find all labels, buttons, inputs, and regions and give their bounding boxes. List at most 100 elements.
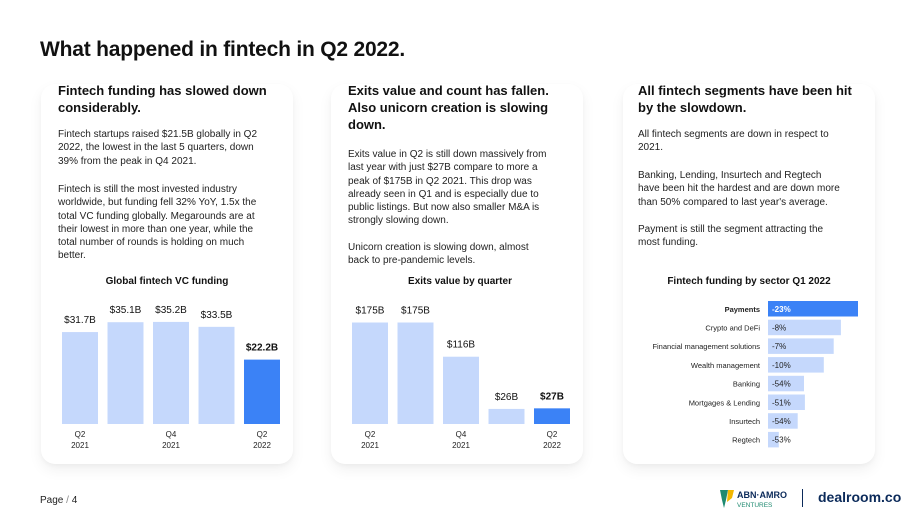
data-label: -10%	[772, 361, 791, 370]
text-line: total VC funding globally. Megarounds ar…	[58, 210, 255, 222]
data-label: $116B	[447, 340, 476, 351]
bar	[62, 332, 98, 424]
text-line: peak of $175B in Q2 2021. This drop was	[348, 175, 532, 187]
paragraph-segments-3: Payment is still the segment attracting …	[638, 223, 823, 250]
abn-ventures-text: VENTURES	[737, 502, 773, 509]
paragraph-funding-1: Fintech startups raised $21.5B globally …	[58, 128, 257, 168]
text-line: most funding.	[638, 237, 699, 249]
data-label: -8%	[772, 323, 786, 332]
text-line: Exits value in Q2 is still down massivel…	[348, 149, 547, 160]
data-label: -23%	[772, 305, 791, 314]
text-line: total number of rounds is holding on muc…	[58, 237, 245, 249]
text-line: back to pre-pandemic levels.	[348, 255, 476, 267]
tick-label: 2021	[452, 441, 470, 450]
paragraph-segments-1: All fintech segments are down in respect…	[638, 128, 829, 155]
tick-label: 2021	[361, 441, 379, 450]
tick-label: 2021	[71, 441, 89, 450]
text-line: 39% from the peak in Q4 2021.	[58, 155, 197, 167]
abn-amro-ventures-logo: ABN·AMRO VENTURES	[720, 490, 787, 509]
column-title-funding: Fintech funding has slowed down considera…	[58, 82, 267, 116]
bar	[107, 322, 144, 424]
page-title: What happened in fintech in Q2 2022.	[40, 38, 406, 61]
page-separator: /	[63, 495, 72, 506]
tick-label: Q2	[365, 430, 376, 439]
text-line: Fintech is still the most invested indus…	[58, 184, 237, 195]
text-line: Exits value and count has fallen.	[348, 83, 549, 98]
text-line: better.	[58, 250, 86, 262]
tick-label: Q2	[257, 430, 268, 439]
tick-label: 2022	[253, 441, 271, 450]
text-line: than 50% compared to last year's average…	[638, 196, 828, 208]
chart-title-exits: Exits value by quarter	[408, 276, 512, 287]
chart-vc-funding: $31.7B Q2 2021 $35.1B $35.2B Q4 2021 $33.5B $22.…	[62, 305, 280, 450]
bar	[768, 301, 858, 317]
category-label: Crypto and DeFi	[705, 323, 760, 332]
data-label: $22.2B	[246, 343, 278, 354]
bar	[768, 357, 824, 373]
bar	[198, 326, 235, 424]
bar	[768, 319, 841, 336]
text-line: strongly slowing down.	[348, 215, 449, 227]
bar	[153, 321, 189, 424]
category-label: Financial management solutions	[652, 342, 760, 351]
bar	[768, 375, 804, 392]
text-line: worldwide, but funding fell 32% YoY, 1.5…	[58, 197, 257, 209]
text-line: public listings. But now also smaller M&…	[348, 202, 540, 214]
bar	[488, 408, 525, 424]
tick-label: Q4	[166, 430, 177, 439]
text-line: 2022, the lowest in the last 5 quarters,…	[58, 142, 254, 154]
data-label: $175B	[401, 306, 430, 317]
tick-label: 2021	[162, 441, 180, 450]
text-line: Fintech startups raised $21.5B globally …	[58, 129, 257, 140]
data-label: -53%	[772, 436, 791, 445]
chart-exits-value: $175B Q2 2021 $175B $116B Q4 2021 $26B $27B Q2 202…	[352, 306, 570, 450]
page-num: 4	[71, 495, 78, 506]
bar	[244, 359, 280, 424]
data-label: $27B	[540, 391, 564, 402]
chart-sector-funding: Payments -23% Crypto and DeFi -8% Financial …	[652, 301, 858, 448]
bar	[768, 394, 805, 410]
category-label: Banking	[733, 380, 760, 389]
category-label: Wealth management	[691, 361, 761, 370]
chart-title-sector: Fintech funding by sector Q1 2022	[667, 276, 831, 287]
column-title-exits: Exits value and count has fallen. Also un…	[348, 82, 549, 133]
data-label: $35.1B	[110, 305, 142, 316]
data-label: -54%	[772, 417, 791, 426]
page-number: Page / 4	[40, 495, 77, 506]
bar	[768, 413, 798, 429]
paragraph-exits-1: Exits value in Q2 is still down massivel…	[348, 148, 546, 228]
page-label: Page	[40, 495, 64, 506]
text-line: down.	[348, 117, 386, 132]
category-label: Payments	[725, 305, 760, 314]
card-segments	[623, 84, 875, 464]
text-line: considerably.	[58, 100, 141, 115]
text-line: already seen in Q1 and is especially due…	[348, 188, 539, 200]
bar	[443, 356, 479, 424]
data-label: $175B	[356, 306, 385, 317]
data-label: -54%	[772, 380, 791, 389]
data-label: $31.7B	[64, 315, 96, 326]
text-line: last year with just $27B compare to more…	[348, 162, 538, 174]
abn-shield-icon	[720, 490, 734, 508]
text-line: Payment is still the segment attracting …	[638, 224, 824, 235]
dealroom-logo: dealroom.co	[818, 489, 902, 505]
bar	[352, 322, 388, 424]
category-label: Insurtech	[729, 417, 760, 426]
data-label: $35.2B	[155, 305, 187, 316]
data-label: -51%	[772, 398, 791, 407]
text-line: by the slowdown.	[638, 100, 747, 115]
chart-title-vc-funding: Global fintech VC funding	[105, 276, 229, 287]
logo-divider	[802, 489, 803, 507]
paragraph-exits-2: Unicorn creation is slowing down, almost…	[348, 241, 529, 268]
bar	[534, 408, 570, 424]
category-label: Mortgages & Lending	[689, 398, 760, 407]
abn-wordmark: ABN·AMRO	[737, 490, 787, 500]
data-label: $26B	[495, 392, 519, 403]
text-line: Unicorn creation is slowing down, almost	[348, 242, 529, 253]
text-line: 2021.	[638, 142, 664, 154]
tick-label: Q2	[547, 430, 558, 439]
text-line: have been hit the hardest and are down m…	[638, 183, 840, 195]
tick-label: 2022	[543, 441, 561, 450]
text-line: Banking, Lending, Insurtech and Regtech	[638, 170, 822, 181]
data-label: -7%	[772, 342, 786, 351]
